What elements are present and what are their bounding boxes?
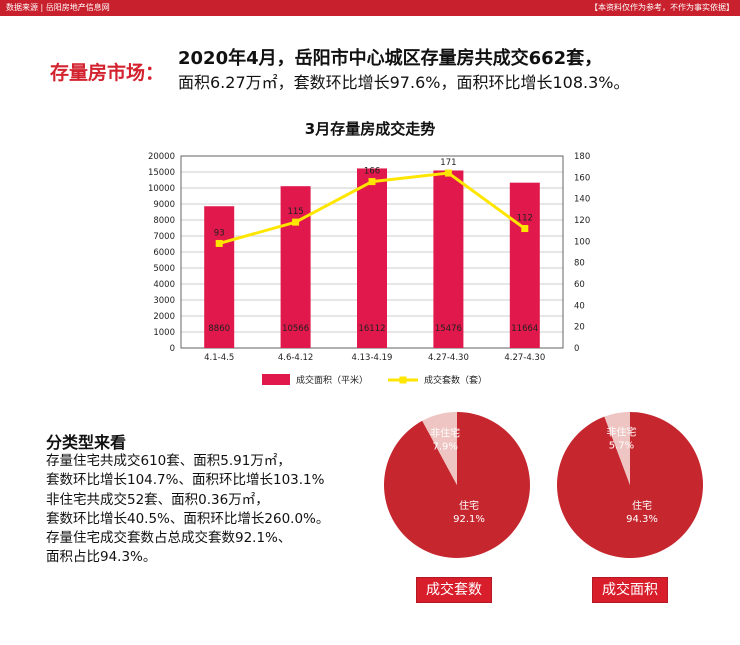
y-right-tick-label: 60 xyxy=(574,280,585,290)
y-right-tick-label: 120 xyxy=(574,216,590,226)
y-right-tick-label: 40 xyxy=(574,301,585,311)
x-tick-label: 4.27-4.30 xyxy=(428,353,469,363)
y-left-tick-label: 2000 xyxy=(153,312,175,322)
y-right-tick-label: 20 xyxy=(574,323,585,333)
y-left-tick-label: 8000 xyxy=(153,216,175,226)
y-left-tick-label: 20000 xyxy=(148,152,175,162)
chart-title: 3月存量房成交走势 xyxy=(304,120,436,138)
line-point xyxy=(292,218,300,226)
y-left-tick-label: 15000 xyxy=(148,168,175,178)
y-left-tick-label: 0 xyxy=(170,344,175,354)
line-point xyxy=(444,169,452,177)
bar xyxy=(357,168,387,348)
x-tick-label: 4.1-4.5 xyxy=(204,353,234,363)
x-tick-label: 4.6-4.12 xyxy=(278,353,314,363)
line-point xyxy=(215,239,223,247)
summary-detail: 面积6.27万㎡，套数环比增长97.6%，面积环比增长108.3%。 xyxy=(178,73,630,92)
y-left-tick-label: 10000 xyxy=(148,184,175,194)
y-left-tick-label: 6000 xyxy=(153,248,175,258)
legend-label-area: 成交面积（平米） xyxy=(296,374,368,386)
market-label: 存量房市场： xyxy=(50,62,165,84)
y-right-tick-label: 160 xyxy=(574,173,590,183)
bar xyxy=(280,186,311,348)
pie-pct-nonresidential: 5.7% xyxy=(609,441,634,452)
disclaimer-text: 【本资料仅作为参考，不作为事实依据】 xyxy=(590,3,734,12)
bar-value-label: 10566 xyxy=(282,324,309,334)
x-tick-label: 4.27-4.30 xyxy=(504,353,545,363)
x-tick-label: 4.13-4.19 xyxy=(352,353,393,363)
category-line: 存量住宅共成交610套、面积5.91万㎡， xyxy=(46,453,291,469)
pie-label-residential: 住宅 xyxy=(632,499,652,512)
line-value-label: 115 xyxy=(287,207,303,217)
pie-count-button[interactable]: 成交套数 xyxy=(416,577,492,603)
category-line: 套数环比增长104.7%、面积环比增长103.1% xyxy=(46,472,325,489)
y-left-tick-label: 4000 xyxy=(153,280,175,290)
line-value-label: 166 xyxy=(364,167,380,177)
pie-label-nonresidential: 非住宅 xyxy=(430,426,460,439)
line-value-label: 93 xyxy=(214,228,225,238)
bar-value-label: 16112 xyxy=(358,324,385,334)
bar xyxy=(204,206,235,348)
line-point xyxy=(368,178,376,186)
y-left-tick-label: 1000 xyxy=(153,328,175,338)
pie-label-residential: 住宅 xyxy=(459,499,479,512)
bar xyxy=(433,170,464,348)
category-line: 存量住宅成交套数占总成交套数92.1%、 xyxy=(46,530,292,547)
pie-area-button[interactable]: 成交面积 xyxy=(592,577,668,603)
bar-value-label: 15476 xyxy=(435,324,462,334)
y-right-tick-label: 180 xyxy=(574,152,590,162)
top-banner: 数据来源 | 岳阳房地产信息网 【本资料仅作为参考，不作为事实依据】 xyxy=(0,0,740,16)
category-line: 套数环比增长40.5%、面积环比增长260.0%。 xyxy=(46,510,330,527)
pie-pct-residential: 94.3% xyxy=(626,514,658,525)
category-line: 面积占比94.3%。 xyxy=(46,549,157,566)
line-value-label: 112 xyxy=(517,214,533,224)
y-right-tick-label: 0 xyxy=(574,344,579,354)
line-point xyxy=(521,225,529,233)
y-left-tick-label: 7000 xyxy=(153,232,175,242)
y-right-tick-label: 80 xyxy=(574,259,585,269)
y-right-tick-label: 100 xyxy=(574,237,590,247)
pie-label-nonresidential: 非住宅 xyxy=(606,426,636,439)
summary-headline: 2020年4月，岳阳市中心城区存量房共成交662套， xyxy=(178,48,603,69)
pie-chart-count: 非住宅 7.9% 住宅 92.1% xyxy=(384,412,530,558)
trend-chart: 0100020003000400050006000700080009000100… xyxy=(148,152,590,386)
pie-slice-nonresidential xyxy=(604,412,630,485)
line-value-label: 171 xyxy=(440,158,456,168)
y-left-tick-label: 9000 xyxy=(153,200,175,210)
bar xyxy=(509,182,540,348)
legend-swatch-area xyxy=(262,374,290,385)
legend-label-count: 成交套数（套） xyxy=(424,374,487,386)
y-left-tick-label: 5000 xyxy=(153,264,175,274)
category-line: 非住宅共成交52套、面积0.36万㎡， xyxy=(46,491,269,508)
category-title: 分类型来看 xyxy=(46,433,127,452)
pie-pct-residential: 92.1% xyxy=(453,514,485,525)
bar-value-label: 11664 xyxy=(511,324,538,334)
pie-pct-nonresidential: 7.9% xyxy=(432,441,457,452)
y-left-tick-label: 3000 xyxy=(153,296,175,306)
y-right-tick-label: 140 xyxy=(574,195,590,205)
category-text: 存量住宅共成交610套、面积5.91万㎡， 套数环比增长104.7%、面积环比增… xyxy=(46,452,329,568)
legend-marker-count xyxy=(399,376,407,384)
data-source-text: 数据来源 | 岳阳房地产信息网 xyxy=(6,3,110,12)
bar-value-label: 8860 xyxy=(208,324,230,334)
pie-chart-area: 非住宅 5.7% 住宅 94.3% xyxy=(557,412,703,558)
pie-slice-nonresidential xyxy=(422,412,457,485)
